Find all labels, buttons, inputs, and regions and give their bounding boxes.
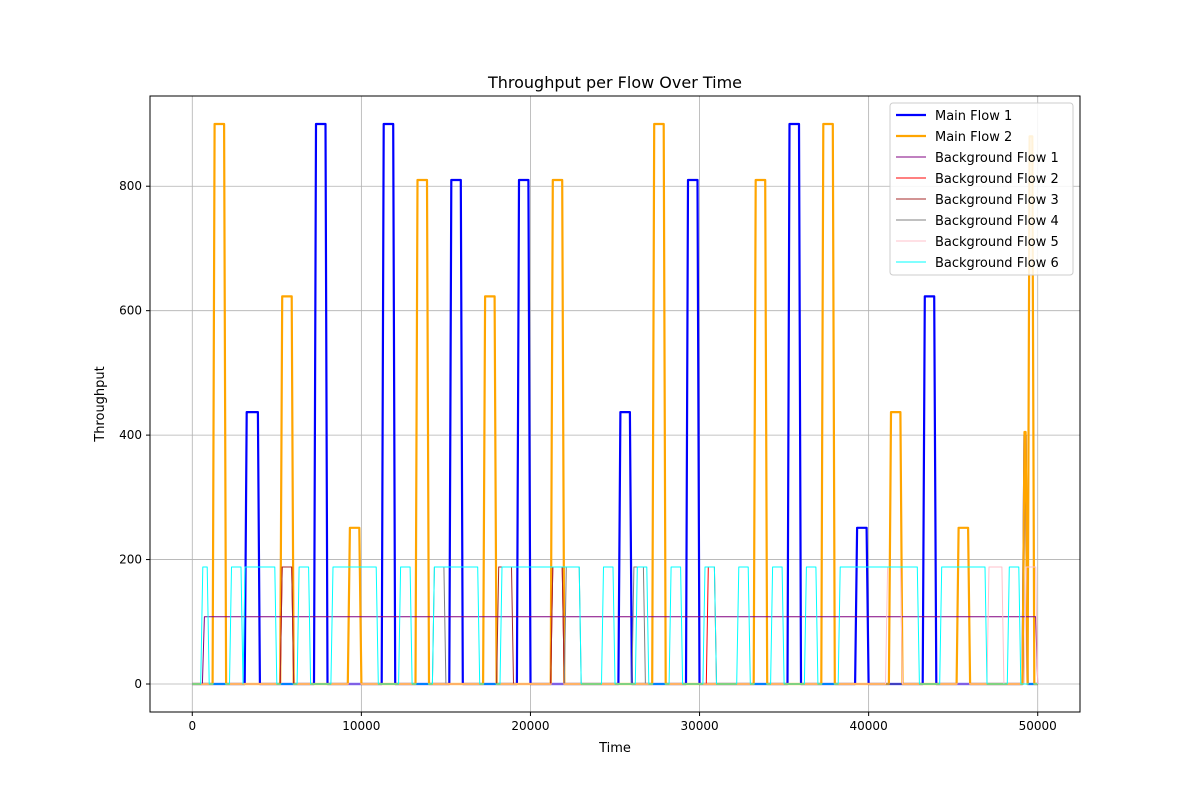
x-tick-label: 0 <box>188 719 196 733</box>
x-tick-label: 20000 <box>511 719 549 733</box>
x-tick-label: 10000 <box>342 719 380 733</box>
legend-label-background-flow-4: Background Flow 4 <box>935 214 1059 229</box>
y-tick-label: 0 <box>134 677 142 691</box>
legend: Main Flow 1 Main Flow 2 Background Flow 1 B… <box>889 102 1074 276</box>
legend-box <box>889 102 1074 276</box>
y-tick-label: 600 <box>119 304 142 318</box>
legend-label-main-flow-2: Main Flow 2 <box>935 130 1012 145</box>
legend-label-background-flow-6: Background Flow 6 <box>935 256 1059 271</box>
y-tick-label: 200 <box>119 553 142 567</box>
y-axis-label: Throughput <box>93 366 108 443</box>
legend-label-background-flow-1: Background Flow 1 <box>935 151 1059 166</box>
legend-label-background-flow-3: Background Flow 3 <box>935 193 1059 208</box>
series-line-background-flow-6 <box>192 566 1038 685</box>
y-tick-label: 800 <box>119 179 142 193</box>
x-tick-label: 40000 <box>850 719 888 733</box>
series-layer <box>192 122 1039 686</box>
x-tick-label: 30000 <box>680 719 718 733</box>
x-tick-label: 50000 <box>1019 719 1057 733</box>
ticks: 0 10000 20000 30000 40000 50000 0 200 400 600 800 <box>119 179 1057 733</box>
legend-label-background-flow-5: Background Flow 5 <box>935 235 1059 250</box>
series-line-main-flow-1 <box>192 122 1038 686</box>
legend-label-background-flow-2: Background Flow 2 <box>935 172 1059 187</box>
y-tick-label: 400 <box>119 428 142 442</box>
chart-title: Throughput per Flow Over Time <box>487 73 742 92</box>
legend-label-main-flow-1: Main Flow 1 <box>935 109 1012 124</box>
x-axis-label: Time <box>598 741 631 756</box>
plot-frame <box>149 95 1081 713</box>
